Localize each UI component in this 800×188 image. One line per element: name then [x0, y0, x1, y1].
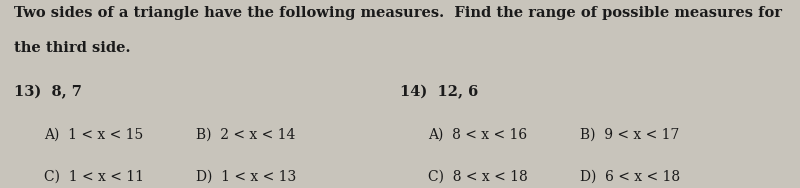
Text: B)  9 < x < 17: B) 9 < x < 17: [580, 128, 679, 142]
Text: Two sides of a triangle have the following measures.  Find the range of possible: Two sides of a triangle have the followi…: [14, 6, 782, 20]
Text: D)  1 < x < 13: D) 1 < x < 13: [196, 169, 296, 183]
Text: A)  1 < x < 15: A) 1 < x < 15: [44, 128, 143, 142]
Text: B)  2 < x < 14: B) 2 < x < 14: [196, 128, 295, 142]
Text: C)  8 < x < 18: C) 8 < x < 18: [428, 169, 528, 183]
Text: A)  8 < x < 16: A) 8 < x < 16: [428, 128, 527, 142]
Text: C)  1 < x < 11: C) 1 < x < 11: [44, 169, 144, 183]
Text: the third side.: the third side.: [14, 41, 131, 55]
Text: 14)  12, 6: 14) 12, 6: [400, 85, 478, 99]
Text: D)  6 < x < 18: D) 6 < x < 18: [580, 169, 680, 183]
Text: 13)  8, 7: 13) 8, 7: [14, 85, 82, 99]
